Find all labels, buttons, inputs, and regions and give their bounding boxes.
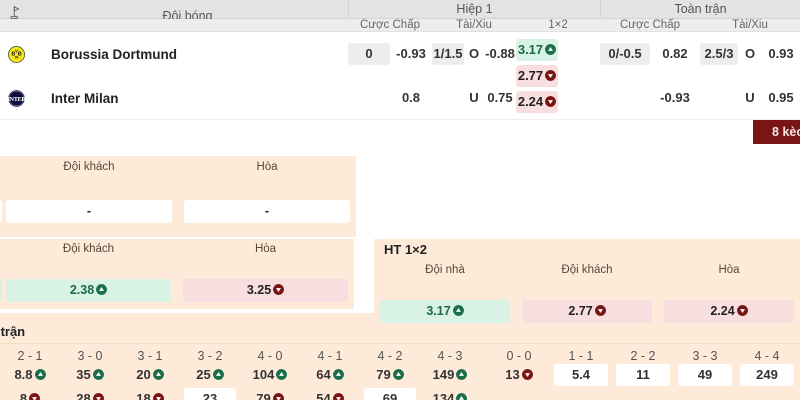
svg-text:B: B	[18, 51, 22, 57]
svg-text:09: 09	[15, 55, 19, 59]
svg-text:INTER: INTER	[8, 96, 25, 103]
